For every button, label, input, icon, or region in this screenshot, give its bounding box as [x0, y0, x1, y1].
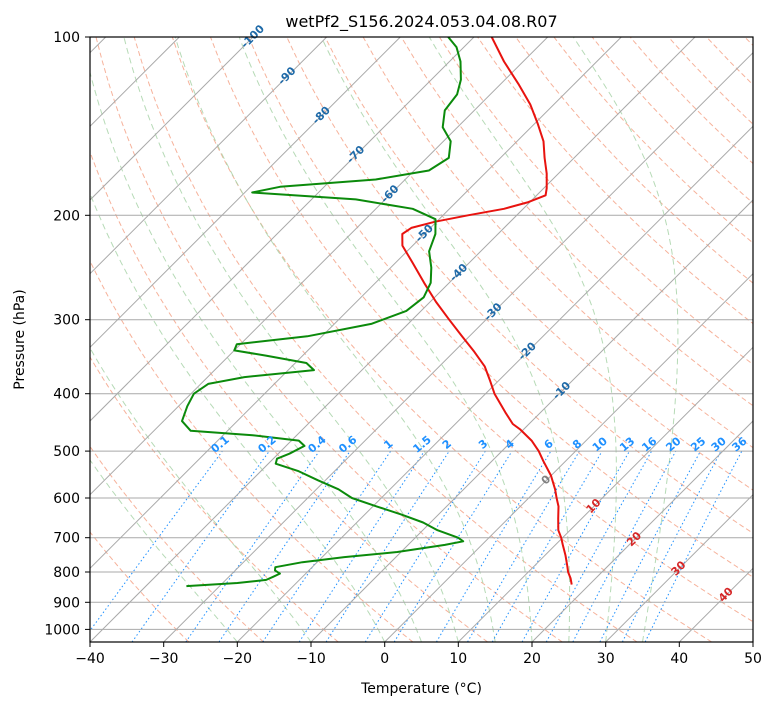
- dry-adiabat-line: [133, 37, 638, 642]
- x-tick-label: −30: [149, 651, 179, 667]
- dry-adiabat-line: [438, 37, 753, 366]
- isotherm-line: [163, 51, 753, 642]
- isotherm-line: [90, 37, 328, 275]
- dewpoint-profile-line: [181, 37, 465, 588]
- x-tick-label: 20: [523, 651, 541, 667]
- mixing-ratio-line: [572, 450, 677, 642]
- x-tick-label: 40: [670, 651, 688, 667]
- isotherm-line: [531, 420, 753, 642]
- temperature-profile-line: [401, 37, 573, 585]
- dry-adiabat-line: [515, 37, 753, 284]
- y-tick-label: 100: [53, 30, 80, 46]
- mixing-ratio-line: [521, 450, 630, 642]
- dry-adiabat-line: [248, 37, 753, 578]
- y-tick-label: 500: [53, 444, 80, 460]
- dry-adiabat-line: [90, 445, 264, 642]
- moist-adiabat-line: [572, 37, 679, 642]
- moist-adiabat-line: [90, 192, 386, 642]
- isotherm-line: [90, 37, 622, 570]
- moist-adiabat-line: [320, 37, 571, 642]
- y-tick-label: 1000: [44, 622, 80, 638]
- isotherm-line: [90, 37, 696, 642]
- mixing-ratio-line: [262, 450, 392, 642]
- dry-adiabat-line: [95, 37, 563, 642]
- dry-adiabat-line: [90, 356, 339, 642]
- moist-adiabat-line: [428, 37, 617, 642]
- mixing-ratio-line: [393, 450, 513, 642]
- mixing-ratio-line: [545, 450, 653, 642]
- dry-adiabat-line: [171, 37, 712, 642]
- dry-adiabat-line: [400, 37, 753, 407]
- y-tick-label: 600: [53, 491, 80, 507]
- mixing-ratio-line: [325, 450, 450, 642]
- y-tick-label: 700: [53, 531, 80, 547]
- chart-title: wetPf2_S156.2024.053.04.08.R07: [285, 12, 557, 32]
- isotherm-line: [310, 199, 753, 642]
- background-lines: [90, 37, 753, 642]
- moist-adiabat-line: [90, 459, 238, 642]
- isotherm-line: [90, 37, 475, 422]
- y-tick-label: 400: [53, 387, 80, 403]
- isotherm-line: [236, 125, 753, 642]
- y-tick-label: 900: [53, 595, 80, 611]
- x-tick-label: −20: [223, 651, 253, 667]
- axes: −40 −30 −20 −10 0 10 20 30 40 50 100 200 300 400 500 60…: [44, 30, 762, 667]
- dry-adiabat-line: [90, 150, 488, 642]
- moist-adiabat-line: [90, 70, 422, 642]
- y-tick-label: 200: [53, 208, 80, 224]
- dry-adiabat-line: [90, 531, 190, 642]
- moist-adiabat-line: [174, 37, 496, 642]
- plot-frame: [89, 36, 754, 643]
- mixing-ratio-line: [218, 450, 351, 642]
- x-tick-label: −40: [75, 651, 105, 667]
- mixing-ratio-line: [185, 450, 320, 642]
- isotherm-line: [90, 37, 401, 349]
- isotherm-line: [605, 493, 753, 642]
- x-tick-label: −10: [296, 651, 326, 667]
- moist-adiabat-line: [238, 37, 533, 642]
- isotherm-line: [90, 37, 549, 496]
- x-axis-title: Temperature (°C): [360, 681, 482, 697]
- moist-adiabat-line: [123, 37, 459, 642]
- dry-adiabat-line: [324, 37, 753, 491]
- x-tick-label: 0: [380, 651, 389, 667]
- x-tick-label: 30: [597, 651, 615, 667]
- dry-adiabat-line: [210, 37, 753, 623]
- isotherm-line: [457, 346, 753, 642]
- y-tick-label: 800: [53, 565, 80, 581]
- isotherm-line: [90, 37, 254, 201]
- y-axis-title: Pressure (hPa): [12, 289, 28, 389]
- y-tick-label: 300: [53, 313, 80, 329]
- mixing-ratio-line: [131, 450, 270, 642]
- mixing-ratio-line: [298, 450, 425, 642]
- mixing-ratio-line: [90, 450, 223, 632]
- data-lines: [181, 37, 573, 588]
- x-tick-label: 10: [449, 651, 467, 667]
- mixing-ratio-line: [644, 450, 743, 642]
- x-tick-label: 50: [744, 651, 762, 667]
- isotherm-line: [384, 272, 753, 642]
